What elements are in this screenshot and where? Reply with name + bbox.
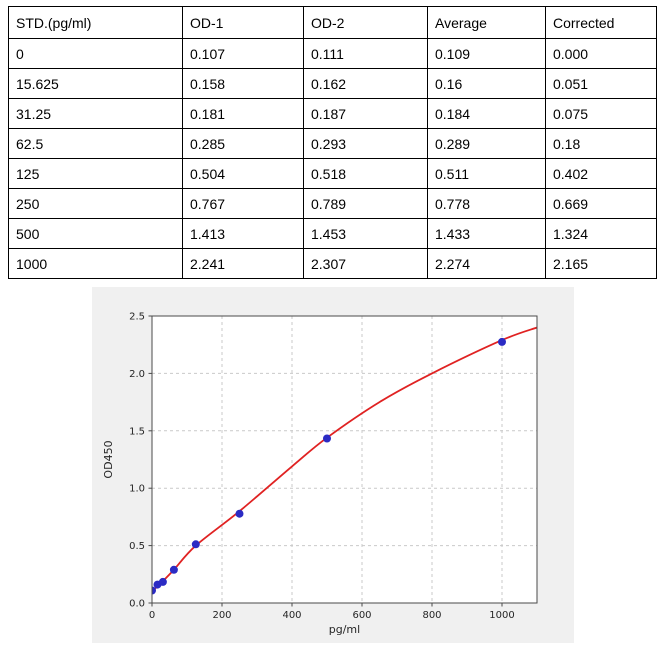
plot-frame bbox=[151, 315, 538, 604]
y-tick-label: 1.0 bbox=[129, 484, 145, 495]
data-point bbox=[169, 565, 178, 574]
table-cell: 2.165 bbox=[545, 248, 657, 279]
table-header-cell: STD.(pg/ml) bbox=[8, 6, 183, 39]
table-cell: 0.18 bbox=[545, 128, 657, 159]
table-row: 15.625 0.158 0.162 0.16 0.051 bbox=[8, 68, 657, 99]
x-axis-label: pg/ml bbox=[329, 623, 360, 636]
table-cell: 0.107 bbox=[182, 38, 304, 69]
x-tick-label: 1000 bbox=[489, 610, 514, 621]
table-cell: 0 bbox=[8, 38, 183, 69]
data-point bbox=[235, 509, 244, 518]
table-header-cell: Average bbox=[427, 6, 546, 39]
table-header-cell: Corrected bbox=[545, 6, 657, 39]
table-cell: 0.187 bbox=[303, 98, 428, 129]
table-cell: 125 bbox=[8, 158, 183, 189]
plot-area bbox=[152, 316, 537, 603]
table-cell: 0.181 bbox=[182, 98, 304, 129]
data-point bbox=[152, 586, 156, 595]
data-point bbox=[323, 434, 331, 443]
y-tick-label: 0.5 bbox=[129, 541, 145, 552]
table-cell: 0.518 bbox=[303, 158, 428, 189]
table-cell: 0.504 bbox=[182, 158, 304, 189]
table-row: 31.25 0.181 0.187 0.184 0.075 bbox=[8, 98, 657, 129]
x-tick-label: 800 bbox=[422, 610, 441, 621]
table-body: 0 0.107 0.111 0.109 0.000 15.625 0.158 0.162 0.1… bbox=[8, 38, 657, 279]
table-cell: 1000 bbox=[8, 248, 183, 279]
standard-curve-figure: 0 200 400 600 800 1000 0.0 0.5 1.0 1.5 2.0 2.5 pg/ml… bbox=[92, 287, 574, 643]
table-cell: 2.241 bbox=[182, 248, 304, 279]
standard-curve-chart: 0 200 400 600 800 1000 0.0 0.5 1.0 1.5 2.0 2.5 pg/ml… bbox=[102, 312, 538, 636]
table-header-cell: OD-2 bbox=[303, 6, 428, 39]
table-cell: 1.433 bbox=[427, 218, 546, 249]
data-point bbox=[498, 337, 506, 346]
table-cell: 0.285 bbox=[182, 128, 304, 159]
table-cell: 62.5 bbox=[8, 128, 183, 159]
y-tick-label: 2.0 bbox=[129, 369, 145, 380]
table-cell: 0.16 bbox=[427, 68, 546, 99]
table-cell: 0.778 bbox=[427, 188, 546, 219]
table-cell: 1.453 bbox=[303, 218, 428, 249]
table-cell: 0.111 bbox=[303, 38, 428, 69]
table-cell: 31.25 bbox=[8, 98, 183, 129]
table-cell: 0.075 bbox=[545, 98, 657, 129]
y-tick-label: 2.5 bbox=[129, 312, 145, 323]
table-row: 0 0.107 0.111 0.109 0.000 bbox=[8, 38, 657, 69]
data-point bbox=[191, 540, 200, 549]
table-row: 125 0.504 0.518 0.511 0.402 bbox=[8, 158, 657, 189]
x-tick-label: 600 bbox=[352, 610, 371, 621]
table-header: STD.(pg/ml) OD-1 OD-2 Average Corrected bbox=[8, 6, 657, 39]
table-row: 500 1.413 1.453 1.433 1.324 bbox=[8, 218, 657, 249]
table-cell: 0.289 bbox=[427, 128, 546, 159]
table-cell: 0.789 bbox=[303, 188, 428, 219]
table-cell: 15.625 bbox=[8, 68, 183, 99]
table-cell: 2.307 bbox=[303, 248, 428, 279]
y-tick-label: 1.5 bbox=[129, 426, 145, 437]
table-row: 62.5 0.285 0.293 0.289 0.18 bbox=[8, 128, 657, 159]
table-cell: 2.274 bbox=[427, 248, 546, 279]
table-row: 1000 2.241 2.307 2.274 2.165 bbox=[8, 248, 657, 279]
table-header-cell: OD-1 bbox=[182, 6, 304, 39]
table-cell: 0.109 bbox=[427, 38, 546, 69]
x-tick-label: 200 bbox=[212, 610, 231, 621]
table-cell: 1.324 bbox=[545, 218, 657, 249]
table-cell: 0.000 bbox=[545, 38, 657, 69]
table-cell: 0.162 bbox=[303, 68, 428, 99]
table-cell: 250 bbox=[8, 188, 183, 219]
table-cell: 0.184 bbox=[427, 98, 546, 129]
x-tick-label: 400 bbox=[282, 610, 301, 621]
table-cell: 500 bbox=[8, 218, 183, 249]
y-axis-label: OD450 bbox=[102, 440, 115, 478]
standards-table: STD.(pg/ml) OD-1 OD-2 Average Corrected 0 0.1… bbox=[8, 6, 657, 279]
table-cell: 0.402 bbox=[545, 158, 657, 189]
table-cell: 0.511 bbox=[427, 158, 546, 189]
x-tick-label: 0 bbox=[149, 610, 155, 621]
y-tick-label: 0.0 bbox=[129, 599, 145, 610]
standards-table-container: STD.(pg/ml) OD-1 OD-2 Average Corrected 0 0.1… bbox=[8, 6, 657, 279]
table-cell: 0.051 bbox=[545, 68, 657, 99]
table-cell: 1.413 bbox=[182, 218, 304, 249]
table-cell: 0.669 bbox=[545, 188, 657, 219]
table-cell: 0.293 bbox=[303, 128, 428, 159]
table-cell: 0.158 bbox=[182, 68, 304, 99]
table-row: 250 0.767 0.789 0.778 0.669 bbox=[8, 188, 657, 219]
data-point bbox=[158, 577, 167, 586]
table-cell: 0.767 bbox=[182, 188, 304, 219]
table-header-row: STD.(pg/ml) OD-1 OD-2 Average Corrected bbox=[8, 6, 657, 39]
